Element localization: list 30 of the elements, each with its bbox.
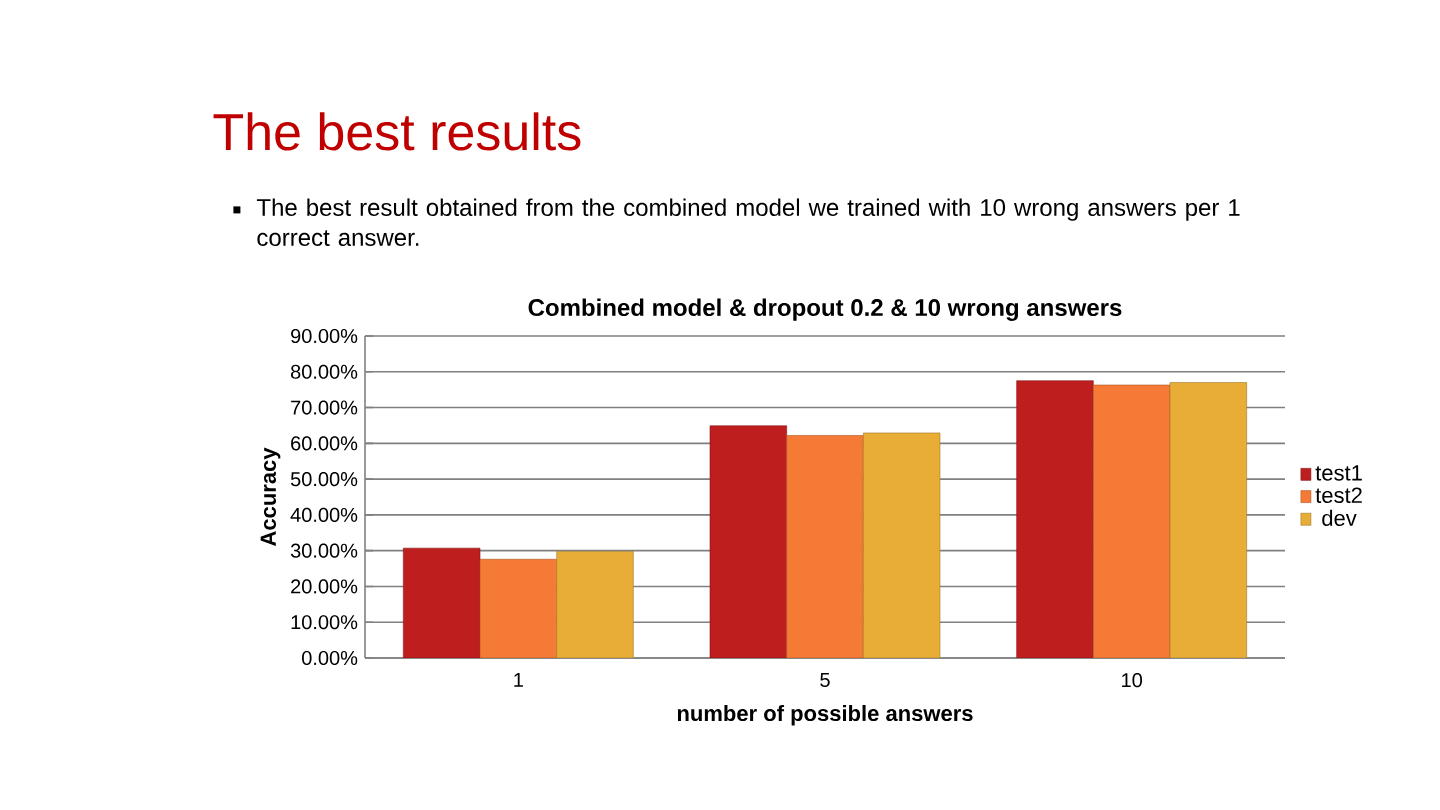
bar [479, 558, 557, 658]
text: The best results [213, 112, 581, 151]
text: The best result obtained from the combined model we trained with 10 wrong answers per 1 correct answer. [256, 198, 1240, 247]
y-tick-label: 40.00% [290, 507, 358, 522]
legend-label: test2 [1315, 487, 1362, 504]
bar [863, 432, 941, 658]
y-tick-label: 50.00% [290, 472, 358, 487]
x-axis-title: number of possible answers [677, 704, 973, 726]
y-axis-title: Accuracy [260, 447, 281, 547]
chart-title: Combined model & dropout 0.2 & 10 wrong answers [528, 298, 1122, 321]
y-tick-label: 30.00% [290, 543, 358, 558]
bar [709, 425, 787, 658]
y-tick-label: 10.00% [291, 615, 358, 630]
y-tick-label: 60.00% [291, 436, 358, 451]
y-tick-label: 20.00% [291, 579, 358, 594]
x-tick-label: 1 [514, 673, 523, 687]
x-tick-label: 10 [1122, 673, 1143, 688]
bar [1093, 384, 1171, 658]
legend-label: dev [1322, 509, 1357, 526]
bar [1169, 382, 1247, 658]
y-tick-label: 0.00% [302, 650, 358, 666]
bar [786, 435, 864, 658]
y-tick-label: 90.00% [291, 328, 358, 344]
y-tick-label: 80.00% [290, 364, 358, 379]
x-tick-label: 5 [820, 673, 830, 688]
y-tick-label: 70.00% [291, 400, 358, 415]
legend-label: test1 [1315, 465, 1362, 481]
bar [403, 547, 481, 658]
bar [1016, 380, 1094, 658]
bar [556, 551, 634, 658]
